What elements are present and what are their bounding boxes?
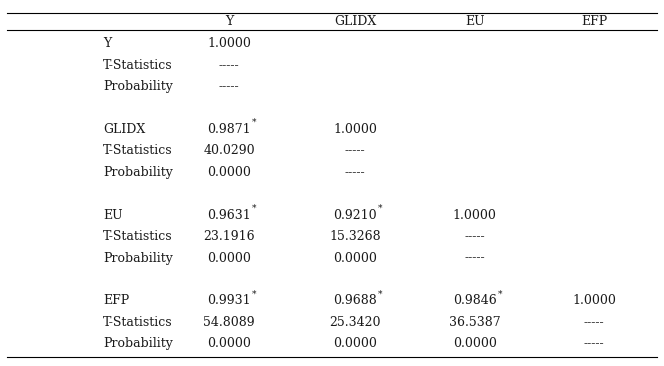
Text: T-Statistics: T-Statistics — [103, 59, 173, 72]
Text: *: * — [252, 289, 256, 298]
Text: 0.0000: 0.0000 — [333, 337, 377, 350]
Text: 15.3268: 15.3268 — [329, 230, 381, 243]
Text: GLIDX: GLIDX — [334, 15, 376, 28]
Text: T-Statistics: T-Statistics — [103, 145, 173, 157]
Text: 0.0000: 0.0000 — [207, 251, 251, 265]
Text: 1.0000: 1.0000 — [572, 294, 616, 307]
Text: -----: ----- — [464, 251, 485, 265]
Text: EFP: EFP — [581, 15, 608, 28]
Text: *: * — [378, 289, 382, 298]
Text: -----: ----- — [464, 230, 485, 243]
Text: -----: ----- — [218, 59, 240, 72]
Text: 0.0000: 0.0000 — [333, 251, 377, 265]
Text: 1.0000: 1.0000 — [453, 209, 497, 222]
Text: EU: EU — [103, 209, 123, 222]
Text: *: * — [497, 289, 502, 298]
Text: 1.0000: 1.0000 — [207, 37, 251, 51]
Text: EU: EU — [465, 15, 485, 28]
Text: *: * — [252, 118, 256, 127]
Text: -----: ----- — [345, 166, 366, 179]
Text: Probability: Probability — [103, 80, 173, 93]
Text: *: * — [378, 203, 382, 213]
Text: 0.9631: 0.9631 — [207, 209, 251, 222]
Text: 25.3420: 25.3420 — [329, 316, 381, 329]
Text: 1.0000: 1.0000 — [333, 123, 377, 136]
Text: EFP: EFP — [103, 294, 129, 307]
Text: 54.8089: 54.8089 — [203, 316, 255, 329]
Text: GLIDX: GLIDX — [103, 123, 145, 136]
Text: 0.9688: 0.9688 — [333, 294, 377, 307]
Text: 0.9846: 0.9846 — [453, 294, 497, 307]
Text: Probability: Probability — [103, 251, 173, 265]
Text: 0.9210: 0.9210 — [333, 209, 377, 222]
Text: 36.5387: 36.5387 — [449, 316, 501, 329]
Text: -----: ----- — [584, 316, 605, 329]
Text: 0.0000: 0.0000 — [207, 337, 251, 350]
Text: Y: Y — [225, 15, 233, 28]
Text: -----: ----- — [218, 80, 240, 93]
Text: 0.0000: 0.0000 — [453, 337, 497, 350]
Text: 0.0000: 0.0000 — [207, 166, 251, 179]
Text: -----: ----- — [345, 145, 366, 157]
Text: -----: ----- — [584, 337, 605, 350]
Text: 0.9931: 0.9931 — [207, 294, 251, 307]
Text: T-Statistics: T-Statistics — [103, 316, 173, 329]
Text: T-Statistics: T-Statistics — [103, 230, 173, 243]
Text: 40.0290: 40.0290 — [203, 145, 255, 157]
Text: Probability: Probability — [103, 337, 173, 350]
Text: 23.1916: 23.1916 — [203, 230, 255, 243]
Text: *: * — [252, 203, 256, 213]
Text: Y: Y — [103, 37, 111, 51]
Text: Probability: Probability — [103, 166, 173, 179]
Text: 0.9871: 0.9871 — [207, 123, 251, 136]
